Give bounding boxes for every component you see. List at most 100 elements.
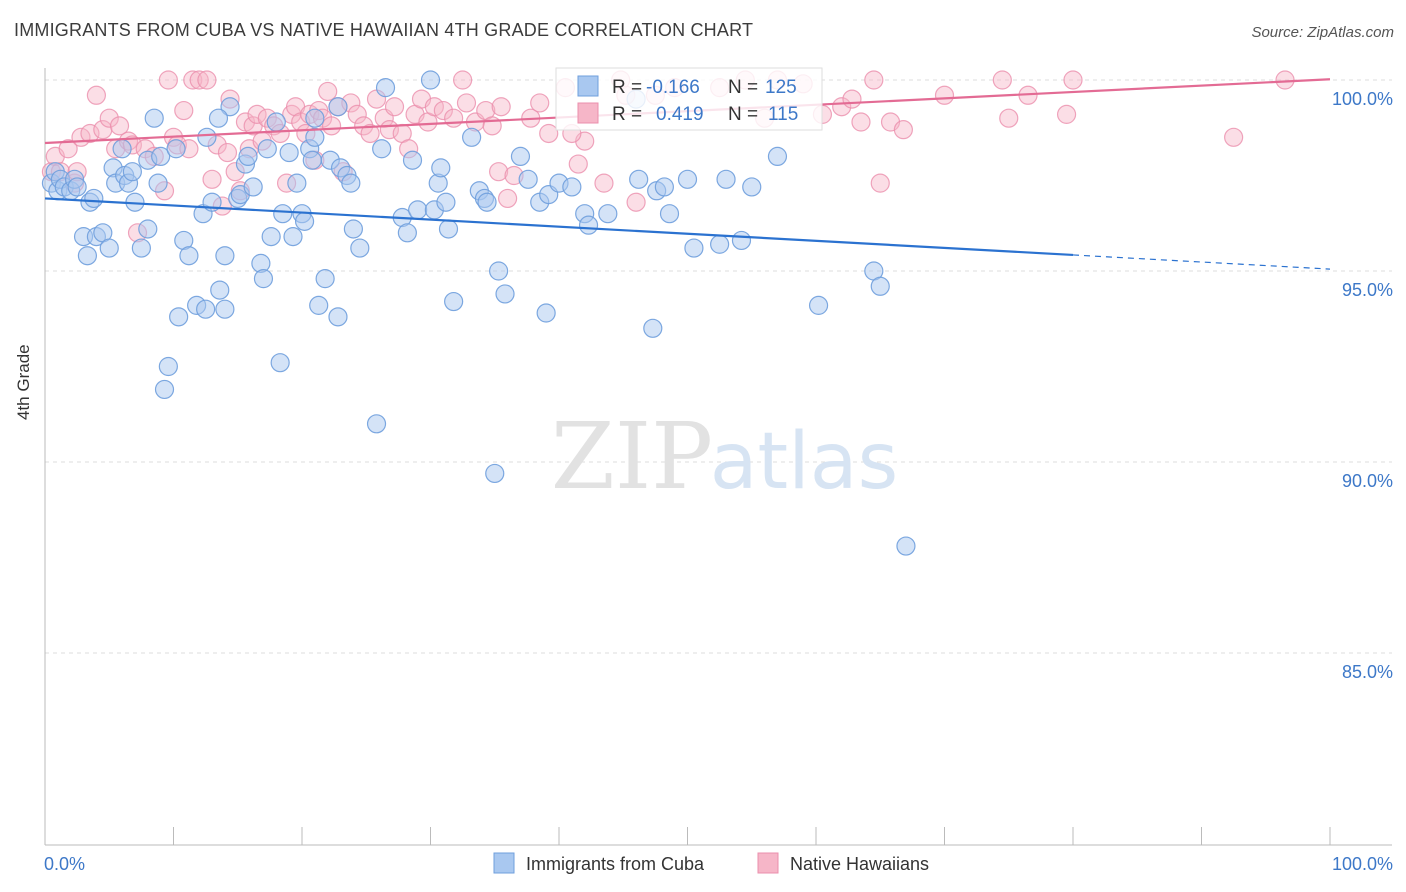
y-tick-label-100: 100.0% (1332, 89, 1393, 109)
point-hawaiians-56 (347, 104, 367, 124)
point-hawaiians-51 (318, 81, 338, 102)
point-cuba-31 (169, 307, 189, 327)
tick-labels: 85.0% 90.0% 95.0% 100.0% 0.0% 100.0% (44, 89, 1393, 874)
axes (44, 68, 1392, 846)
point-cuba-121 (208, 108, 229, 128)
point-hawaiians-69 (433, 100, 453, 121)
point-cuba-56 (283, 227, 303, 247)
stats-n-value-pink: 115 (768, 104, 798, 125)
point-cuba-61 (302, 150, 322, 170)
point-hawaiians-72 (456, 93, 477, 113)
point-cuba-116 (870, 276, 890, 296)
point-hawaiians-22 (174, 100, 194, 121)
source-credit: Source: ZipAtlas.com (1251, 24, 1394, 41)
point-cuba-95 (536, 303, 556, 323)
point-cuba-27 (151, 146, 171, 166)
trend-line-cuba (44, 197, 1074, 257)
y-tick-label-85: 85.0% (1342, 662, 1393, 682)
point-hawaiians-8 (86, 85, 107, 105)
legend-label-cuba: Immigrants from Cuba (526, 854, 705, 874)
point-hawaiians-103 (992, 70, 1012, 90)
point-hawaiians-101 (893, 120, 913, 140)
point-cuba-26 (148, 173, 168, 193)
stats-n-label-blue: N = (728, 77, 758, 98)
point-cuba-50 (257, 139, 277, 159)
point-cuba-85 (462, 127, 482, 147)
point-cuba-90 (489, 261, 509, 281)
point-hawaiians-58 (360, 123, 380, 144)
point-cuba-37 (197, 127, 217, 147)
stats-legend-box (555, 67, 823, 131)
point-cuba-30 (166, 139, 186, 159)
point-cuba-20 (122, 162, 142, 182)
stats-r-label-blue: R = (612, 77, 642, 98)
watermark-atlas: atlas (710, 417, 899, 507)
point-cuba-88 (477, 192, 497, 212)
point-cuba-64 (315, 269, 335, 289)
point-cuba-102 (629, 169, 649, 189)
point-cuba-113 (767, 146, 788, 166)
point-cuba-29 (158, 356, 178, 377)
point-cuba-105 (654, 177, 674, 197)
point-cuba-11 (84, 188, 104, 209)
point-cuba-57 (287, 173, 307, 193)
point-cuba-83 (438, 219, 459, 239)
stats-legend: R = -0.166 N = 125 R = 0.419 N = 115 (555, 67, 823, 131)
point-cuba-14 (99, 238, 119, 258)
point-hawaiians-26 (197, 70, 217, 90)
point-hawaiians-107 (1063, 70, 1083, 90)
point-cuba-41 (215, 299, 235, 319)
point-cuba-49 (253, 269, 274, 289)
point-cuba-54 (273, 204, 293, 224)
point-hawaiians-10 (99, 108, 119, 128)
point-cuba-122 (305, 108, 325, 128)
point-cuba-103 (643, 318, 663, 338)
point-cuba-114 (808, 295, 829, 315)
point-hawaiians-30 (217, 142, 238, 163)
point-cuba-98 (562, 177, 582, 197)
point-cuba-119 (420, 70, 441, 90)
point-cuba-42 (220, 97, 240, 117)
point-hawaiians-106 (1056, 104, 1077, 124)
stats-swatch-blue (577, 75, 599, 97)
trend-line-cuba-extension (1072, 254, 1331, 270)
stats-swatch-pink (577, 102, 599, 124)
point-hawaiians-19 (158, 70, 178, 90)
point-cuba-101 (598, 204, 618, 224)
point-cuba-118 (375, 78, 396, 98)
y-tick-label-95: 95.0% (1342, 280, 1393, 300)
legend-label-hawaiians: Native Hawaiians (790, 854, 929, 874)
point-cuba-53 (270, 353, 290, 373)
bottom-legend: Immigrants from Cuba Native Hawaiians (493, 852, 929, 874)
point-cuba-40 (215, 246, 235, 266)
point-cuba-25 (144, 108, 164, 128)
point-cuba-67 (328, 97, 348, 117)
point-cuba-109 (710, 234, 730, 254)
point-cuba-66 (328, 307, 348, 327)
point-cuba-71 (343, 219, 363, 239)
point-cuba-36 (196, 299, 216, 319)
point-cuba-72 (350, 238, 370, 258)
point-hawaiians-83 (568, 154, 588, 174)
point-cuba-112 (742, 177, 762, 197)
point-hawaiians-12 (109, 116, 130, 136)
point-cuba-70 (341, 173, 361, 193)
point-cuba-74 (366, 414, 387, 434)
point-cuba-73 (372, 139, 392, 159)
point-cuba-106 (659, 204, 680, 224)
point-cuba-84 (444, 291, 464, 312)
point-cuba-28 (154, 379, 175, 400)
point-cuba-33 (179, 246, 199, 266)
point-hawaiians-102 (934, 85, 955, 105)
point-cuba-17 (112, 139, 132, 159)
y-tick-label-90: 90.0% (1342, 471, 1393, 491)
legend-swatch-cuba (493, 852, 515, 874)
point-cuba-39 (210, 280, 230, 300)
point-cuba-82 (436, 192, 456, 212)
point-cuba-92 (510, 146, 531, 166)
point-cuba-52 (266, 112, 286, 132)
point-hawaiians-62 (384, 97, 405, 117)
point-cuba-93 (518, 169, 538, 189)
watermark-zip: ZIP (551, 403, 713, 510)
